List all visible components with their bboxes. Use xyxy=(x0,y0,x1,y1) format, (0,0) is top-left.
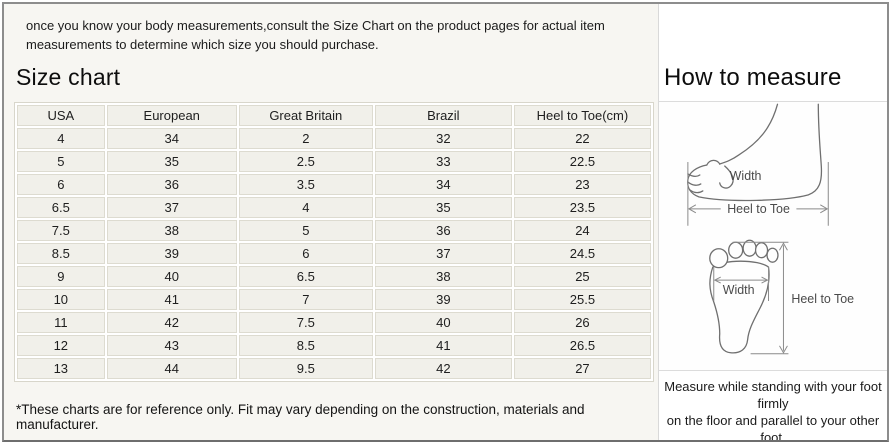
how-to-measure-section: How to measure xyxy=(658,4,887,440)
table-row: 4 34 2 32 22 xyxy=(17,128,651,149)
size-chart-section: once you know your body measurements,con… xyxy=(4,4,658,440)
size-cell: 41 xyxy=(106,289,237,310)
size-cell: 22 xyxy=(513,128,651,149)
size-cell: 2.5 xyxy=(238,151,373,172)
foot-side-view-diagram: Heel to Toe Width xyxy=(687,103,829,226)
size-cell: 44 xyxy=(106,358,237,379)
size-cell: 40 xyxy=(374,312,512,333)
reference-footnote: *These charts are for reference only. Fi… xyxy=(16,402,585,432)
table-row: 8.5 39 6 37 24.5 xyxy=(17,243,651,264)
size-cell: 42 xyxy=(374,358,512,379)
table-row: 12 43 8.5 41 26.5 xyxy=(17,335,651,356)
size-cell: 27 xyxy=(513,358,651,379)
size-cell: 33 xyxy=(374,151,512,172)
size-cell: 5 xyxy=(17,151,105,172)
size-cell: 23 xyxy=(513,174,651,195)
size-cell: 25.5 xyxy=(513,289,651,310)
measure-instruction-line2: on the floor and parallel to your other … xyxy=(666,413,880,442)
size-cell: 6 xyxy=(238,243,373,264)
measure-instruction-line1: Measure while standing with your foot fi… xyxy=(664,379,882,411)
size-cell: 38 xyxy=(374,266,512,287)
intro-text: once you know your body measurements,con… xyxy=(26,18,605,52)
size-cell: 22.5 xyxy=(513,151,651,172)
size-cell: 12 xyxy=(17,335,105,356)
size-cell: 40 xyxy=(106,266,237,287)
column-header-great-britain: Great Britain xyxy=(238,105,373,126)
size-conversion-table: USA European Great Britain Brazil Heel t… xyxy=(14,102,654,382)
size-cell: 24 xyxy=(513,220,651,241)
table-row: 7.5 38 5 36 24 xyxy=(17,220,651,241)
measure-instruction: Measure while standing with your foot fi… xyxy=(659,378,887,442)
size-cell: 13 xyxy=(17,358,105,379)
size-cell: 43 xyxy=(106,335,237,356)
size-cell: 38 xyxy=(106,220,237,241)
size-cell: 37 xyxy=(374,243,512,264)
top-width-label: Width xyxy=(723,283,755,297)
column-header-usa: USA xyxy=(17,105,105,126)
size-cell: 25 xyxy=(513,266,651,287)
size-cell: 9.5 xyxy=(238,358,373,379)
size-cell: 35 xyxy=(374,197,512,218)
size-cell: 41 xyxy=(374,335,512,356)
size-chart-title: Size chart xyxy=(16,64,121,90)
size-cell: 8.5 xyxy=(238,335,373,356)
table-row: 9 40 6.5 38 25 xyxy=(17,266,651,287)
size-cell: 10 xyxy=(17,289,105,310)
table-row: 5 35 2.5 33 22.5 xyxy=(17,151,651,172)
size-cell: 7 xyxy=(238,289,373,310)
size-cell: 6.5 xyxy=(17,197,105,218)
size-cell: 39 xyxy=(374,289,512,310)
table-row: 11 42 7.5 40 26 xyxy=(17,312,651,333)
table-header-row: USA European Great Britain Brazil Heel t… xyxy=(17,105,651,126)
side-heel-to-toe-label: Heel to Toe xyxy=(727,202,790,216)
size-cell: 34 xyxy=(374,174,512,195)
size-cell: 5 xyxy=(238,220,373,241)
side-width-label: Width xyxy=(730,169,762,183)
size-cell: 8.5 xyxy=(17,243,105,264)
column-header-european: European xyxy=(106,105,237,126)
table-row: 6.5 37 4 35 23.5 xyxy=(17,197,651,218)
size-cell: 37 xyxy=(106,197,237,218)
size-cell: 32 xyxy=(374,128,512,149)
table-row: 6 36 3.5 34 23 xyxy=(17,174,651,195)
size-cell: 34 xyxy=(106,128,237,149)
size-table-body: 4 34 2 32 22 5 35 2.5 33 22.5 6 36 3.5 34 23 6.5 37 4 35 23… xyxy=(17,128,651,379)
size-cell: 35 xyxy=(106,151,237,172)
size-cell: 39 xyxy=(106,243,237,264)
size-cell: 26 xyxy=(513,312,651,333)
size-cell: 26.5 xyxy=(513,335,651,356)
measure-diagrams: Heel to Toe Width xyxy=(659,101,887,371)
size-cell: 11 xyxy=(17,312,105,333)
size-cell: 6 xyxy=(17,174,105,195)
size-cell: 24.5 xyxy=(513,243,651,264)
how-to-measure-title: How to measure xyxy=(664,64,842,91)
size-cell: 7.5 xyxy=(17,220,105,241)
foot-top-view-diagram: Width Heel to Toe xyxy=(709,239,854,355)
table-row: 10 41 7 39 25.5 xyxy=(17,289,651,310)
size-cell: 4 xyxy=(238,197,373,218)
size-cell: 4 xyxy=(17,128,105,149)
size-cell: 2 xyxy=(238,128,373,149)
size-cell: 36 xyxy=(374,220,512,241)
top-heel-to-toe-label: Heel to Toe xyxy=(791,292,854,306)
size-cell: 7.5 xyxy=(238,312,373,333)
column-header-heel-to-toe: Heel to Toe(cm) xyxy=(513,105,651,126)
size-cell: 3.5 xyxy=(238,174,373,195)
size-cell: 36 xyxy=(106,174,237,195)
size-cell: 6.5 xyxy=(238,266,373,287)
size-cell: 9 xyxy=(17,266,105,287)
column-header-brazil: Brazil xyxy=(374,105,512,126)
table-row: 13 44 9.5 42 27 xyxy=(17,358,651,379)
size-cell: 23.5 xyxy=(513,197,651,218)
size-cell: 42 xyxy=(106,312,237,333)
